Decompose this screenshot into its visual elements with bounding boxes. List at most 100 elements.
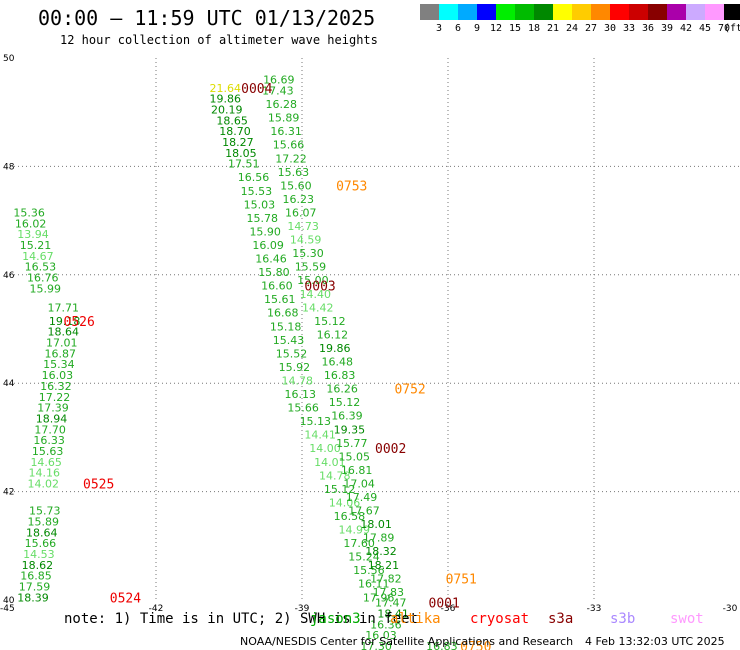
wave-height-label: 19.86 [319,342,351,355]
legend-label: 3 [435,23,443,34]
wave-height-label: 14.00 [309,442,341,455]
y-tick-label: 44 [3,379,15,389]
wave-height-label: 15.60 [280,179,312,192]
wave-height-label: 16.53 [25,261,56,274]
wave-height-label: 15.80 [258,266,290,279]
wave-height-label: 15.21 [20,239,52,252]
wave-height-label: 20.19 [211,103,243,116]
wave-height-label: 15.36 [13,206,45,219]
wave-height-label: 15.24 [348,551,380,564]
credit-text: NOAA/NESDIS Center for Satellite Applica… [240,635,574,648]
satellite-label: altika [390,611,441,627]
wave-height-label: 15.12 [314,315,346,328]
legend-swatch [591,4,610,20]
wave-height-label: 18.32 [365,545,397,558]
wave-height-label: 15.63 [278,166,310,179]
wave-height-label: 18.62 [22,559,54,572]
x-tick-label: -36 [441,604,456,614]
wave-height-label: 15.66 [273,139,305,152]
wave-height-label: 16.69 [263,74,295,87]
wave-height-label: 15.66 [25,537,56,550]
wave-height-label: 14.65 [30,456,62,469]
wave-height-label: 16.13 [284,388,316,401]
wave-height-label: 15.03 [244,198,276,211]
wave-height-label: 14.78 [319,469,351,482]
wave-height-label: 14.42 [302,301,334,314]
pass-time-label: 0752 [394,383,425,398]
x-tick-label: -39 [295,604,310,614]
legend-label: 15 [508,23,522,34]
legend-swatch [705,4,724,20]
wave-height-label: 21.64 [210,82,242,95]
wave-height-label: 16.83 [324,369,356,382]
legend-swatch [610,4,629,20]
wave-height-label: 18.21 [368,559,400,572]
pass-time-label: 0753 [336,179,367,194]
wave-height-label: 15.56 [353,564,385,577]
wave-height-label: 17.01 [46,337,78,350]
wave-height-label: 17.49 [346,491,378,504]
y-tick-label: 42 [3,488,14,498]
legend-label: 9 [473,23,481,34]
wave-height-label: 17.30 [360,640,392,650]
wave-height-label: 16.46 [255,253,287,266]
wave-height-label: 17.47 [375,597,407,610]
wave-height-label: 17.39 [37,402,69,415]
wave-height-label: 15.73 [29,505,61,518]
generated-timestamp: 4 Feb 13:32:03 UTC 2025 [585,635,725,648]
legend-label: 12 [489,23,503,34]
wave-height-label: 16.02 [15,217,47,230]
wave-height-label: 15.53 [241,185,273,198]
wave-height-label: 18.41 [377,608,409,621]
wave-height-label: 15.05 [339,450,371,463]
wave-height-label: 15.90 [249,225,281,238]
wave-height-label: 17.96 [363,591,395,604]
legend-label: 30 [603,23,617,34]
wave-height-label: 19.35 [334,423,366,436]
legend-swatch [648,4,667,20]
wave-height-label: 16.58 [334,510,366,523]
pass-time-label: 0002 [375,442,406,457]
wave-height-label: 16.56 [238,171,270,184]
wave-height-label: 14.40 [300,288,332,301]
wave-height-label: 15.30 [292,247,324,260]
page-title: 00:00 – 11:59 UTC 01/13/2025 [38,6,376,30]
footer-note: note: 1) Time is in UTC; 2) SWH is in fe… [64,611,419,627]
x-tick-label: -33 [587,604,602,614]
legend-label: 18 [527,23,541,34]
y-tick-label: 48 [3,162,15,172]
wave-height-label: 16.36 [370,618,402,631]
legend-swatch [420,4,439,20]
y-tick-label: 46 [3,271,15,281]
wave-height-label: 16.81 [341,464,373,477]
legend-swatch [686,4,705,20]
wave-height-label: 16.48 [321,356,353,369]
pass-time-label: 0004 [241,82,272,97]
wave-height-label: 15.77 [336,437,368,450]
wave-height-label: 16.12 [317,328,349,341]
pass-time-label: 0750 [460,640,491,650]
wave-height-label: 16.07 [285,206,317,219]
wave-height-label: 14.78 [282,374,314,387]
wave-height-label: 14.67 [22,250,53,263]
wave-height-label: 14.53 [23,548,55,561]
wave-height-label: 14.59 [290,234,322,247]
satellite-label: cryosat [470,611,530,627]
legend-swatch [629,4,648,20]
wave-height-label: 18.01 [360,518,392,531]
wave-height-label: 18.65 [216,114,248,127]
wave-height-label: 17.22 [275,152,307,165]
wave-height-label: 14.99 [339,524,371,537]
page-subtitle: 12 hour collection of altimeter wave hei… [60,33,378,47]
wave-height-label: 18.05 [225,147,257,160]
wave-height-label: 15.12 [324,483,356,496]
pass-time-label: 0525 [83,477,114,492]
wave-height-label: 15.89 [28,515,60,528]
y-tick-label: 40 [3,596,15,606]
legend-swatch [553,4,572,20]
x-tick-label: -42 [149,604,164,614]
pass-time-label: 0524 [110,591,141,606]
pass-time-label: 0001 [429,597,460,612]
